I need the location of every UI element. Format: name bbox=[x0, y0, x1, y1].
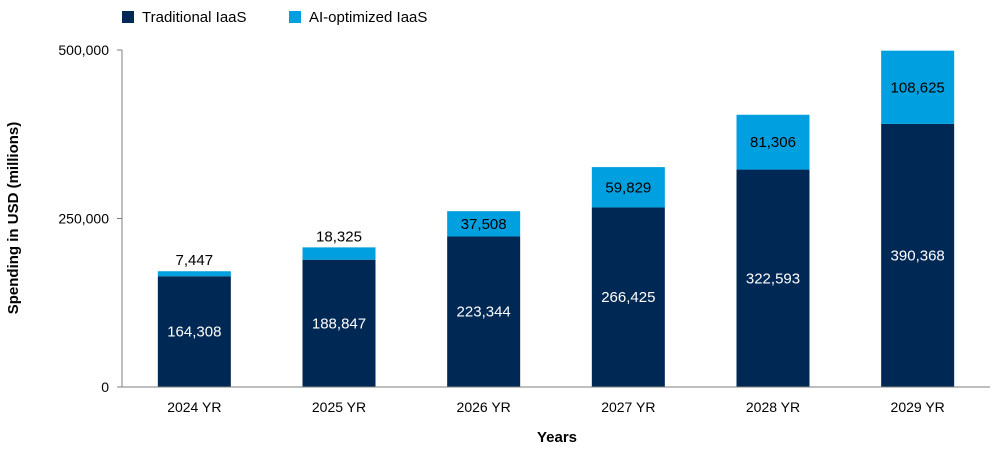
bar-traditional-iaas bbox=[447, 236, 521, 387]
bar-ai-optimized-iaas bbox=[736, 114, 810, 170]
x-tick-label: 2025 YR bbox=[312, 399, 366, 415]
bar-traditional-iaas bbox=[302, 259, 376, 387]
legend-swatch-traditional-iaas bbox=[122, 11, 134, 23]
legend-label-ai-optimized-iaas: AI-optimized IaaS bbox=[309, 9, 427, 26]
bar-ai-optimized-iaas bbox=[302, 247, 376, 260]
y-tick-label: 0 bbox=[101, 379, 109, 395]
x-axis-title: Years bbox=[537, 429, 577, 446]
bar-traditional-iaas bbox=[736, 169, 810, 387]
y-axis: 0 250,000 500,000 bbox=[58, 42, 123, 395]
data-label-ai-optimized-iaas: 59,829 bbox=[605, 179, 651, 196]
bar-ai-optimized-iaas bbox=[881, 50, 955, 124]
y-axis-title: Spending in USD (millions) bbox=[5, 122, 22, 315]
data-label-ai-optimized-iaas: 18,325 bbox=[316, 228, 362, 245]
y-tick-label: 500,000 bbox=[58, 42, 109, 58]
legend: Traditional IaaS AI-optimized IaaS bbox=[122, 9, 427, 26]
data-label-traditional-iaas: 164,308 bbox=[167, 324, 221, 341]
bar-ai-optimized-iaas bbox=[157, 271, 231, 277]
data-label-ai-optimized-iaas: 37,508 bbox=[461, 216, 507, 233]
bar-traditional-iaas bbox=[157, 276, 231, 387]
data-label-ai-optimized-iaas: 108,625 bbox=[891, 79, 945, 96]
data-label-ai-optimized-iaas: 7,447 bbox=[176, 252, 214, 269]
data-label-traditional-iaas: 322,593 bbox=[746, 270, 800, 287]
bars-layer bbox=[157, 50, 955, 387]
x-tick-label: 2027 YR bbox=[601, 399, 655, 415]
x-tick-label: 2028 YR bbox=[746, 399, 800, 415]
x-tick-label: 2024 YR bbox=[167, 399, 221, 415]
x-axis: 2024 YR 2025 YR 2026 YR 2027 YR 2028 YR 2029 … bbox=[122, 386, 990, 415]
bar-ai-optimized-iaas bbox=[447, 211, 521, 237]
y-tick-label: 250,000 bbox=[58, 211, 109, 227]
bar-traditional-iaas bbox=[591, 207, 665, 387]
x-tick-label: 2026 YR bbox=[457, 399, 511, 415]
legend-swatch-ai-optimized-iaas bbox=[289, 11, 301, 23]
data-label-traditional-iaas: 266,425 bbox=[601, 289, 655, 306]
bar-traditional-iaas bbox=[881, 123, 955, 387]
data-label-traditional-iaas: 188,847 bbox=[312, 315, 366, 332]
data-labels-layer: 164,308 7,447 188,847 18,325 223,344 37,508 26… bbox=[167, 79, 945, 340]
data-label-traditional-iaas: 390,368 bbox=[891, 247, 945, 264]
bar-ai-optimized-iaas bbox=[591, 167, 665, 208]
x-tick-label: 2029 YR bbox=[891, 399, 945, 415]
legend-label-traditional-iaas: Traditional IaaS bbox=[142, 9, 247, 26]
data-label-ai-optimized-iaas: 81,306 bbox=[750, 134, 796, 151]
data-label-traditional-iaas: 223,344 bbox=[457, 304, 511, 321]
